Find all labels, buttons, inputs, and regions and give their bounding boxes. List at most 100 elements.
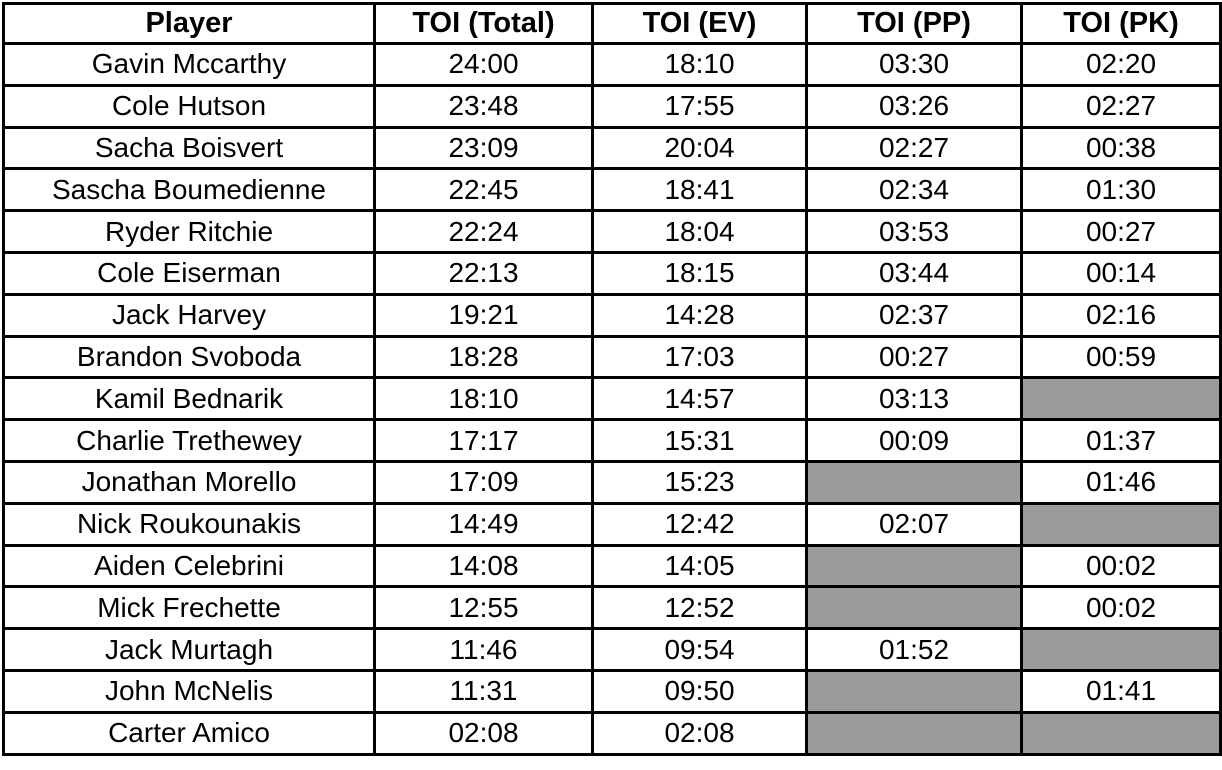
toi-total-cell: 02:08 — [373, 710, 594, 756]
toi-ev-cell: 17:55 — [591, 83, 808, 129]
player-name-cell: Aiden Celebrini — [2, 543, 376, 589]
toi-pk-cell: 01:30 — [1020, 167, 1222, 213]
player-name-cell: Ryder Ritchie — [2, 209, 376, 254]
player-name-cell: Jack Harvey — [2, 292, 376, 338]
toi-ev-cell: 15:23 — [591, 459, 808, 505]
toi-total-cell: 18:10 — [373, 376, 594, 422]
toi-pp-cell — [805, 543, 1023, 589]
toi-pk-cell: 02:20 — [1020, 42, 1222, 87]
table-row: John McNelis 11:31 09:50 01:41 — [2, 668, 1222, 714]
toi-pk-cell: 00:27 — [1020, 209, 1222, 254]
toi-total-cell: 14:08 — [373, 543, 594, 589]
player-name-cell: Jonathan Morello — [2, 459, 376, 505]
player-name-cell: Cole Hutson — [2, 83, 376, 129]
toi-ev-cell: 20:04 — [591, 125, 808, 171]
toi-table: Player TOI (Total) TOI (EV) TOI (PP) TOI… — [2, 2, 1222, 756]
toi-pp-cell: 00:09 — [805, 418, 1023, 463]
header-row: Player TOI (Total) TOI (EV) TOI (PP) TOI… — [2, 2, 1222, 45]
player-name-cell: Carter Amico — [2, 710, 376, 756]
toi-ev-cell: 02:08 — [591, 710, 808, 756]
toi-pk-cell: 00:02 — [1020, 543, 1222, 589]
toi-pk-cell — [1020, 376, 1222, 422]
toi-pk-cell: 01:41 — [1020, 668, 1222, 714]
player-name-cell: John McNelis — [2, 668, 376, 714]
toi-pk-cell: 00:02 — [1020, 585, 1222, 631]
toi-pp-cell: 03:44 — [805, 250, 1023, 296]
toi-pk-cell: 01:46 — [1020, 459, 1222, 505]
toi-total-cell: 24:00 — [373, 42, 594, 87]
toi-ev-cell: 09:54 — [591, 627, 808, 672]
table-row: Cole Hutson 23:48 17:55 03:26 02:27 — [2, 83, 1222, 129]
table-row: Gavin Mccarthy 24:00 18:10 03:30 02:20 — [2, 42, 1222, 87]
toi-pp-cell: 02:07 — [805, 501, 1023, 547]
toi-total-cell: 11:46 — [373, 627, 594, 672]
toi-total-cell: 12:55 — [373, 585, 594, 631]
toi-pp-cell: 02:34 — [805, 167, 1023, 213]
toi-total-cell: 17:17 — [373, 418, 594, 463]
toi-total-cell: 22:13 — [373, 250, 594, 296]
toi-pk-cell: 00:59 — [1020, 334, 1222, 380]
player-name-cell: Kamil Bednarik — [2, 376, 376, 422]
table-row: Ryder Ritchie 22:24 18:04 03:53 00:27 — [2, 209, 1222, 254]
player-name-cell: Nick Roukounakis — [2, 501, 376, 547]
table-row: Nick Roukounakis 14:49 12:42 02:07 — [2, 501, 1222, 547]
toi-total-cell: 19:21 — [373, 292, 594, 338]
column-header-player: Player — [2, 2, 376, 45]
table-row: Cole Eiserman 22:13 18:15 03:44 00:14 — [2, 250, 1222, 296]
toi-total-cell: 18:28 — [373, 334, 594, 380]
toi-pk-cell: 00:38 — [1020, 125, 1222, 171]
toi-ev-cell: 18:04 — [591, 209, 808, 254]
table-row: Kamil Bednarik 18:10 14:57 03:13 — [2, 376, 1222, 422]
toi-total-cell: 22:24 — [373, 209, 594, 254]
toi-total-cell: 17:09 — [373, 459, 594, 505]
toi-pk-cell: 01:37 — [1020, 418, 1222, 463]
player-name-cell: Jack Murtagh — [2, 627, 376, 672]
toi-pp-cell: 02:37 — [805, 292, 1023, 338]
toi-pp-cell: 03:30 — [805, 42, 1023, 87]
table-row: Jonathan Morello 17:09 15:23 01:46 — [2, 459, 1222, 505]
table-row: Sascha Boumedienne 22:45 18:41 02:34 01:30 — [2, 167, 1222, 213]
table-body: Gavin Mccarthy 24:00 18:10 03:30 02:20 Cole H… — [2, 42, 1222, 756]
toi-pp-cell: 03:13 — [805, 376, 1023, 422]
toi-pp-cell — [805, 668, 1023, 714]
toi-ev-cell: 15:31 — [591, 418, 808, 463]
toi-ev-cell: 14:05 — [591, 543, 808, 589]
toi-pp-cell: 00:27 — [805, 334, 1023, 380]
toi-pp-cell: 03:53 — [805, 209, 1023, 254]
toi-pk-cell — [1020, 627, 1222, 672]
player-name-cell: Sacha Boisvert — [2, 125, 376, 171]
toi-total-cell: 22:45 — [373, 167, 594, 213]
toi-pk-cell — [1020, 501, 1222, 547]
toi-pk-cell — [1020, 710, 1222, 756]
table-row: Charlie Trethewey 17:17 15:31 00:09 01:37 — [2, 418, 1222, 463]
toi-ev-cell: 09:50 — [591, 668, 808, 714]
table-row: Jack Murtagh 11:46 09:54 01:52 — [2, 627, 1222, 672]
toi-ev-cell: 18:41 — [591, 167, 808, 213]
toi-ev-cell: 12:42 — [591, 501, 808, 547]
table-row: Mick Frechette 12:55 12:52 00:02 — [2, 585, 1222, 631]
toi-pp-cell — [805, 710, 1023, 756]
toi-pp-cell — [805, 585, 1023, 631]
table-row: Aiden Celebrini 14:08 14:05 00:02 — [2, 543, 1222, 589]
toi-total-cell: 23:48 — [373, 83, 594, 129]
toi-pp-cell: 01:52 — [805, 627, 1023, 672]
toi-ev-cell: 18:15 — [591, 250, 808, 296]
toi-pk-cell: 00:14 — [1020, 250, 1222, 296]
toi-ev-cell: 14:57 — [591, 376, 808, 422]
toi-pp-cell: 02:27 — [805, 125, 1023, 171]
toi-total-cell: 23:09 — [373, 125, 594, 171]
toi-pk-cell: 02:16 — [1020, 292, 1222, 338]
table-row: Carter Amico 02:08 02:08 — [2, 710, 1222, 756]
player-name-cell: Cole Eiserman — [2, 250, 376, 296]
toi-pp-cell — [805, 459, 1023, 505]
table-row: Sacha Boisvert 23:09 20:04 02:27 00:38 — [2, 125, 1222, 171]
column-header-toi-pp: TOI (PP) — [805, 2, 1023, 45]
toi-pp-cell: 03:26 — [805, 83, 1023, 129]
column-header-toi-total: TOI (Total) — [373, 2, 594, 45]
player-name-cell: Charlie Trethewey — [2, 418, 376, 463]
column-header-toi-ev: TOI (EV) — [591, 2, 808, 45]
toi-pk-cell: 02:27 — [1020, 83, 1222, 129]
table-row: Brandon Svoboda 18:28 17:03 00:27 00:59 — [2, 334, 1222, 380]
column-header-toi-pk: TOI (PK) — [1020, 2, 1222, 45]
